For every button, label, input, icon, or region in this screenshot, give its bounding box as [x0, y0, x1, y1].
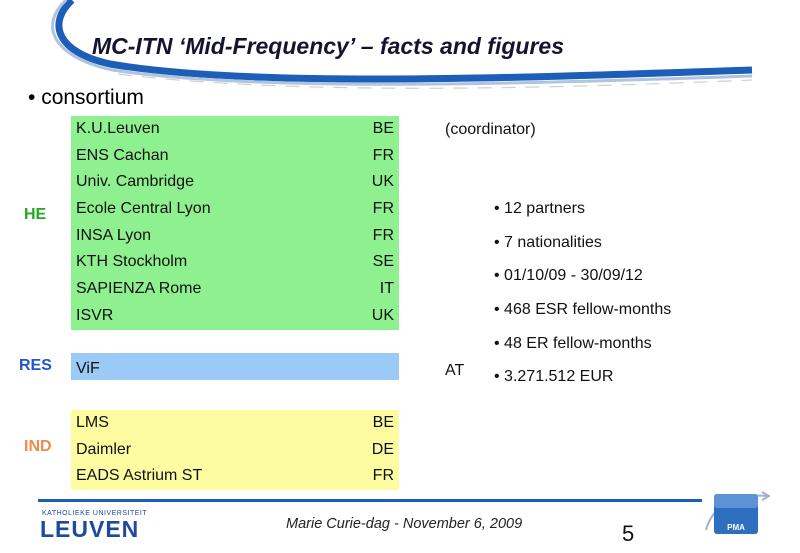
main-bullet: • consortium [28, 86, 144, 109]
partner-country: FR [372, 146, 394, 164]
res-partners-table: ViF [71, 353, 399, 380]
partner-name: ISVR [76, 306, 114, 324]
partner-name: Daimler [76, 440, 132, 458]
table-row: Univ. Cambridge UK [71, 169, 399, 196]
table-row: ENS Cachan FR [71, 143, 399, 170]
pma-logo: PMA [704, 490, 772, 538]
coordinator-note: (coordinator) [445, 121, 536, 138]
partner-country: UK [371, 173, 394, 191]
partner-name: Univ. Cambridge [76, 173, 194, 191]
partner-name: K.U.Leuven [76, 120, 160, 137]
pma-logo-graphic: PMA [705, 491, 772, 534]
partner-country: FR [372, 467, 394, 485]
he-partners-table: K.U.Leuven BE ENS Cachan FR Univ. Cambridg… [71, 116, 399, 330]
title-swoosh-decoration [51, 0, 753, 89]
list-item: • 3.271.512 EUR [494, 368, 614, 386]
res-country-note: AT [445, 362, 465, 379]
partner-country: IT [379, 280, 394, 298]
partner-country: DE [371, 440, 394, 458]
partner-country: BE [372, 414, 394, 431]
fact-text: 12 partners [504, 200, 585, 217]
table-row: K.U.Leuven BE [71, 116, 399, 143]
ind-partners-table: LMS BE Daimler DE EADS Astrium ST FR [71, 410, 399, 491]
footer-divider [38, 499, 702, 502]
fact-text: 48 ER fellow-months [504, 334, 652, 352]
partner-name: ENS Cachan [76, 146, 169, 164]
ku-leuven-logo: KATHOLIEKE UNIVERSITEIT LEUVEN [40, 510, 162, 542]
slide-title: MC-ITN ‘Mid-Frequency’ – facts and figur… [92, 33, 564, 59]
fact-text: 468 ESR fellow-months [504, 301, 672, 319]
table-row: SAPIENZA Rome IT [71, 276, 399, 303]
list-item: • 12 partners [494, 200, 585, 217]
partner-country: SE [372, 253, 394, 271]
logo-wordmark: LEUVEN [40, 516, 140, 542]
list-item: • 48 ER fellow-months [494, 334, 652, 352]
list-item: • 7 nationalities [494, 233, 602, 251]
partner-name: INSA Lyon [76, 226, 152, 244]
partner-country: FR [372, 226, 394, 244]
partner-name: KTH Stockholm [76, 253, 188, 271]
partner-country: UK [371, 306, 394, 324]
fact-text: 7 nationalities [504, 233, 602, 251]
partner-name: Ecole Central Lyon [76, 200, 211, 218]
facts-list: • 12 partners • 7 nationalities • 01/10/… [494, 200, 671, 402]
table-row: Ecole Central Lyon FR [71, 196, 399, 223]
partner-name: EADS Astrium ST [76, 467, 203, 485]
table-row: Daimler DE [71, 437, 399, 464]
table-row: EADS Astrium ST FR [71, 463, 399, 490]
partner-name: SAPIENZA Rome [76, 280, 202, 298]
list-item: • 468 ESR fellow-months [494, 301, 672, 319]
page-number: 5 [622, 521, 635, 546]
list-item: • 01/10/09 - 30/09/12 [494, 267, 643, 285]
logo-subtitle: KATHOLIEKE UNIVERSITEIT [42, 510, 148, 517]
table-row: ViF [71, 353, 399, 380]
main-bullet-text: consortium [41, 86, 144, 109]
group-label-ind: IND [24, 438, 52, 455]
fact-text: 3.271.512 EUR [504, 368, 614, 386]
footer-text: Marie Curie-dag - November 6, 2009 [286, 516, 523, 532]
table-row: KTH Stockholm SE [71, 249, 399, 276]
partner-name: LMS [76, 414, 109, 431]
table-row: ISVR UK [71, 303, 399, 330]
partner-name: ViF [76, 360, 100, 377]
pma-logo-text: PMA [727, 523, 745, 532]
partner-country: BE [372, 120, 394, 137]
group-label-res: RES [19, 357, 52, 374]
group-label-he: HE [24, 206, 47, 223]
partner-country: FR [372, 200, 394, 218]
table-row: INSA Lyon FR [71, 223, 399, 250]
table-row: LMS BE [71, 410, 399, 437]
fact-text: 01/10/09 - 30/09/12 [504, 267, 643, 285]
